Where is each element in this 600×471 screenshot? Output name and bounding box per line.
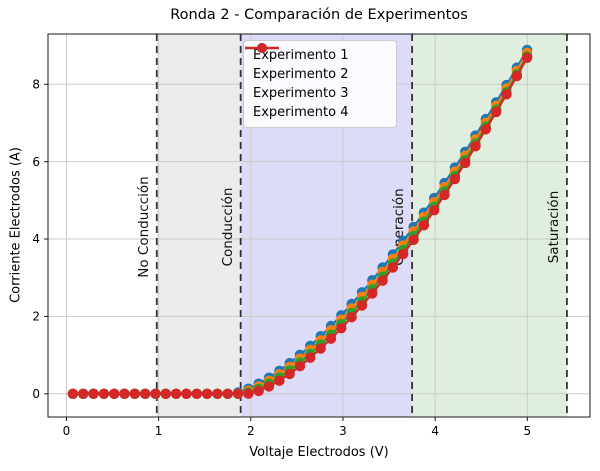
data-point <box>315 343 326 354</box>
data-point <box>109 388 120 399</box>
data-point <box>491 106 502 118</box>
data-point <box>150 388 161 399</box>
legend-item: Experimento 2 <box>245 43 388 84</box>
x-tick-label: 1 <box>155 424 163 438</box>
data-point <box>201 388 213 399</box>
legend-label: Experimento 4 <box>253 105 349 120</box>
data-point <box>356 300 368 311</box>
chart-title: Ronda 2 - Comparación de Experimentos <box>170 7 468 23</box>
data-point <box>78 388 89 399</box>
legend-item: Experimento 3 <box>245 43 388 103</box>
data-point <box>521 52 533 63</box>
x-tick-label: 5 <box>523 424 531 438</box>
x-axis-label: Voltaje Electrodos (V) <box>249 445 389 460</box>
data-point <box>418 220 430 231</box>
data-point <box>501 89 512 100</box>
x-tick-label: 0 <box>63 424 71 438</box>
legend-label: Experimento 2 <box>253 67 349 82</box>
data-point <box>222 388 233 399</box>
data-point <box>232 388 244 399</box>
data-point <box>294 361 306 372</box>
data-point <box>387 262 399 273</box>
x-tick-label: 2 <box>247 424 255 438</box>
y-tick-label: 8 <box>32 77 40 91</box>
legend-label: Experimento 1 <box>253 48 349 63</box>
data-point <box>511 71 522 82</box>
data-point <box>305 352 316 363</box>
region-band <box>156 34 241 417</box>
data-point <box>460 157 471 169</box>
data-point <box>88 388 99 399</box>
data-point <box>253 385 264 397</box>
data-point <box>181 388 192 399</box>
data-point <box>480 124 491 135</box>
legend-item: Experimento 4 <box>245 43 388 122</box>
y-tick-label: 4 <box>32 232 40 246</box>
data-point <box>429 205 440 216</box>
data-point <box>140 388 151 399</box>
legend-label: Experimento 3 <box>253 86 349 101</box>
data-point <box>274 375 285 386</box>
data-point <box>191 388 202 399</box>
data-point <box>336 323 347 334</box>
data-point <box>367 288 378 299</box>
y-tick-label: 6 <box>32 155 40 169</box>
data-point <box>98 388 110 399</box>
data-point <box>325 333 337 344</box>
y-tick-label: 0 <box>32 387 40 401</box>
data-point <box>408 234 419 245</box>
data-point <box>470 141 481 152</box>
data-point <box>449 173 461 185</box>
data-point <box>243 388 254 399</box>
data-point <box>129 388 140 399</box>
region-band <box>412 34 567 417</box>
series-experimento-4 <box>67 52 533 399</box>
data-point <box>212 388 223 399</box>
x-tick-label: 3 <box>339 424 347 438</box>
data-point <box>377 275 388 286</box>
data-point <box>284 368 295 380</box>
data-point <box>398 248 409 260</box>
data-point <box>119 388 130 399</box>
data-point <box>263 381 275 392</box>
plot-frame <box>47 33 591 418</box>
data-point <box>160 388 171 399</box>
x-tick-label: 4 <box>431 424 439 438</box>
y-axis-label: Corriente Electrodos (A) <box>8 147 24 303</box>
y-tick-label: 2 <box>32 310 40 324</box>
legend: Experimento 1 Experimento 2 Experimento … <box>243 40 397 128</box>
data-point <box>346 312 357 323</box>
data-point <box>439 189 450 201</box>
line-marker-icon <box>245 43 279 53</box>
data-point <box>170 388 182 399</box>
data-point <box>67 388 79 399</box>
